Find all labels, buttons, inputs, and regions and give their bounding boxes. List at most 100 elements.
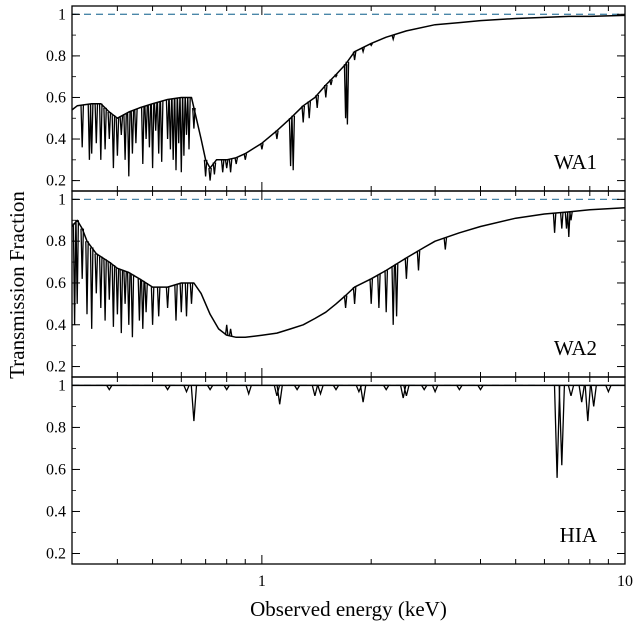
absorption-line-wa2-1: [75, 220, 80, 304]
absorption-line-wa1-30: [192, 107, 196, 129]
absorption-line-hia-6: [245, 385, 252, 396]
absorption-line-wa2-29: [369, 278, 374, 304]
absorption-line-wa2-38: [559, 212, 564, 229]
absorption-line-wa1-48: [334, 74, 338, 79]
absorption-line-hia-21: [477, 385, 484, 391]
y-tick-label-wa1-2: 0.6: [46, 89, 66, 106]
panel-frame-hia: [71, 376, 626, 565]
absorption-line-hia-23: [558, 385, 566, 466]
absorption-line-wa1-18: [153, 102, 158, 131]
absorption-line-wa1-46: [323, 84, 328, 98]
y-tick-label-wa1-3: 0.8: [46, 48, 66, 65]
absorption-line-wa2-7: [103, 259, 107, 321]
absorption-line-hia-3: [190, 385, 198, 422]
absorption-line-wa2-13: [126, 272, 131, 325]
absorption-line-wa2-19: [156, 287, 161, 317]
absorption-line-wa1-47: [329, 79, 333, 86]
absorption-line-hia-27: [590, 385, 597, 407]
panel-label-hia: HIA: [560, 523, 598, 547]
absorption-line-wa1-21: [165, 99, 170, 140]
absorption-line-hia-4: [206, 385, 214, 391]
absorption-line-wa1-6: [107, 111, 112, 140]
absorption-line-wa1-36: [228, 158, 233, 173]
y-tick-label-wa1-1: 0.4: [46, 131, 66, 148]
panel-wa2: 0.2 0.4 0.6 0.8 1 WA2: [46, 190, 626, 378]
absorption-line-wa2-26: [228, 328, 233, 337]
absorption-line-wa1-53: [369, 43, 373, 47]
absorption-line-hia-15: [383, 385, 390, 391]
absorption-line-wa2-6: [98, 256, 103, 309]
y-tick-label-hia-4: 1: [58, 377, 66, 394]
absorption-line-wa1-32: [208, 168, 212, 181]
absorption-line-wa1-20: [159, 101, 164, 162]
series-line-wa2: [71, 206, 626, 339]
panel-hia: 0.2 0.4 0.6 0.8 1 HIA: [46, 376, 626, 565]
absorption-line-wa2-34: [404, 257, 409, 279]
absorption-line-hia-11: [317, 385, 324, 396]
y-tick-label-wa2-1: 0.4: [46, 317, 66, 334]
absorption-line-wa1-5: [103, 107, 107, 150]
absorption-line-wa2-11: [119, 269, 124, 334]
absorption-line-wa1-35: [224, 159, 229, 169]
y-tick-label-hia-2: 0.6: [46, 461, 66, 478]
absorption-line-wa2-25: [224, 324, 229, 336]
absorption-line-hia-7: [273, 385, 281, 397]
absorption-line-wa1-3: [94, 103, 99, 144]
y-tick-label-hia-3: 0.8: [46, 419, 66, 436]
absorption-line-wa1-8: [115, 118, 120, 156]
absorption-line-wa1-40: [275, 130, 279, 140]
absorption-line-wa1-41: [288, 118, 293, 167]
absorption-line-wa1-16: [147, 104, 152, 148]
y-tick-label-hia-1: 0.4: [46, 503, 66, 520]
absorption-line-wa1-28: [184, 97, 189, 135]
absorption-line-wa2-32: [391, 266, 396, 325]
x-tick-labels: 1 10: [258, 573, 633, 590]
absorption-line-wa1-26: [179, 97, 184, 173]
absorption-line-hia-14: [359, 385, 367, 403]
absorption-line-wa1-9: [119, 116, 124, 135]
panel-label-wa2: WA2: [554, 336, 597, 360]
absorption-line-hia-24: [567, 385, 575, 397]
absorption-line-wa1-23: [171, 98, 176, 160]
absorption-line-wa2-12: [123, 271, 127, 304]
absorption-line-wa1-22: [168, 99, 173, 150]
absorption-line-wa1-50: [345, 61, 350, 125]
absorption-line-wa1-27: [182, 97, 186, 156]
absorption-line-wa2-33: [394, 263, 399, 317]
absorption-line-wa2-35: [416, 250, 421, 271]
absorption-line-hia-22: [553, 385, 561, 478]
absorption-line-wa1-33: [212, 162, 217, 175]
absorption-line-wa2-2: [80, 228, 85, 279]
absorption-line-wa1-25: [176, 97, 181, 144]
absorption-line-wa2-40: [566, 211, 571, 238]
absorption-line-wa2-14: [130, 274, 135, 338]
absorption-line-wa2-23: [184, 282, 189, 317]
absorption-line-wa2-18: [150, 287, 155, 325]
absorption-line-wa2-20: [165, 287, 170, 309]
absorption-line-wa1-12: [130, 110, 135, 154]
panel-label-wa1: WA1: [554, 150, 597, 174]
absorption-line-wa1-13: [134, 109, 138, 144]
absorption-line-wa1-15: [144, 105, 148, 140]
absorption-line-hia-26: [584, 385, 592, 422]
absorption-line-hia-5: [223, 385, 230, 391]
absorption-line-wa2-9: [111, 265, 116, 327]
absorption-line-wa1-54: [391, 34, 396, 42]
absorption-line-wa1-19: [156, 101, 161, 154]
y-tick-label-wa2-3: 0.8: [46, 233, 66, 250]
absorption-line-hia-12: [332, 385, 340, 391]
absorption-line-wa1-0: [80, 105, 85, 148]
y-axis-title: Transmission Fraction: [5, 191, 29, 379]
absorption-line-wa1-17: [150, 103, 155, 169]
absorption-line-wa2-41: [569, 211, 573, 221]
absorption-line-wa2-4: [89, 247, 94, 329]
absorption-line-hia-9: [293, 385, 301, 391]
absorption-line-wa1-42: [291, 115, 296, 171]
x-tick-label-0: 1: [258, 573, 266, 590]
absorption-line-wa1-31: [203, 159, 208, 177]
absorption-line-wa1-10: [123, 113, 127, 160]
absorption-line-wa1-39: [260, 143, 264, 150]
absorption-line-wa2-24: [189, 282, 194, 304]
absorption-line-wa2-15: [137, 278, 142, 321]
absorption-line-wa1-1: [87, 103, 92, 160]
